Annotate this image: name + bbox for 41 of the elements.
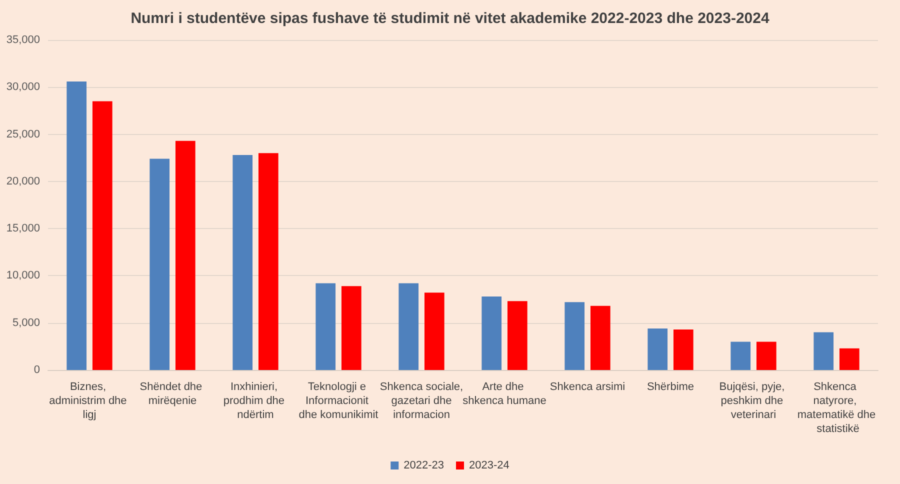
bar xyxy=(507,301,528,370)
x-tick-label: Bujqësi, pyje, peshkim dhe veterinari xyxy=(719,381,788,421)
bar xyxy=(482,296,502,370)
bar xyxy=(424,292,444,370)
bar xyxy=(730,342,751,370)
bar xyxy=(232,155,253,370)
bar xyxy=(756,342,776,370)
y-tick-label: 30,000 xyxy=(6,81,40,94)
x-tick-label: Teknologji e Informacionit dhe komunikimit xyxy=(298,381,378,421)
bar xyxy=(673,329,694,370)
x-tick-label: Arte dhe shkenca humane xyxy=(462,381,546,407)
bar xyxy=(814,332,834,370)
bar xyxy=(398,283,419,370)
bar xyxy=(66,81,87,370)
y-tick-label: 25,000 xyxy=(6,128,40,140)
x-tick-label: Shkenca natyrore, matematikë dhe statistikë xyxy=(797,381,876,435)
y-tick-label: 0 xyxy=(34,364,40,376)
x-tick-label: Shëndet dhe mirëqenie xyxy=(140,381,206,407)
bar xyxy=(839,348,860,370)
bar xyxy=(316,283,336,370)
x-tick-label: Inxhinieri, prodhim dhe ndërtim xyxy=(223,381,288,421)
y-tick-label: 20,000 xyxy=(6,175,40,188)
bar xyxy=(590,306,610,370)
x-tick-label: Shërbime xyxy=(646,381,694,393)
chart-title: Numri i studentëve sipas fushave të studimit në vitet akademike 2022-2023 dhe 2023-2024 xyxy=(130,10,770,27)
y-tick-label: 10,000 xyxy=(6,270,40,282)
bar xyxy=(92,101,112,370)
x-tick-label: Shkenca arsimi xyxy=(550,381,626,393)
x-tick-label: Biznes, administrim dhe ligj xyxy=(49,381,130,421)
bar xyxy=(175,140,196,370)
y-tick-label: 35,000 xyxy=(6,34,40,46)
bar xyxy=(150,158,170,370)
legend-label: 2023-24 xyxy=(469,460,510,472)
bar xyxy=(564,302,585,370)
y-tick-label: 15,000 xyxy=(6,222,40,235)
bar xyxy=(258,153,278,370)
bar xyxy=(341,286,362,370)
x-tick-label: Shkenca sociale, gazetari dhe informacion xyxy=(380,381,464,421)
legend-label: 2022-23 xyxy=(404,460,444,472)
bar xyxy=(648,328,668,370)
y-tick-label: 5,000 xyxy=(12,316,40,329)
